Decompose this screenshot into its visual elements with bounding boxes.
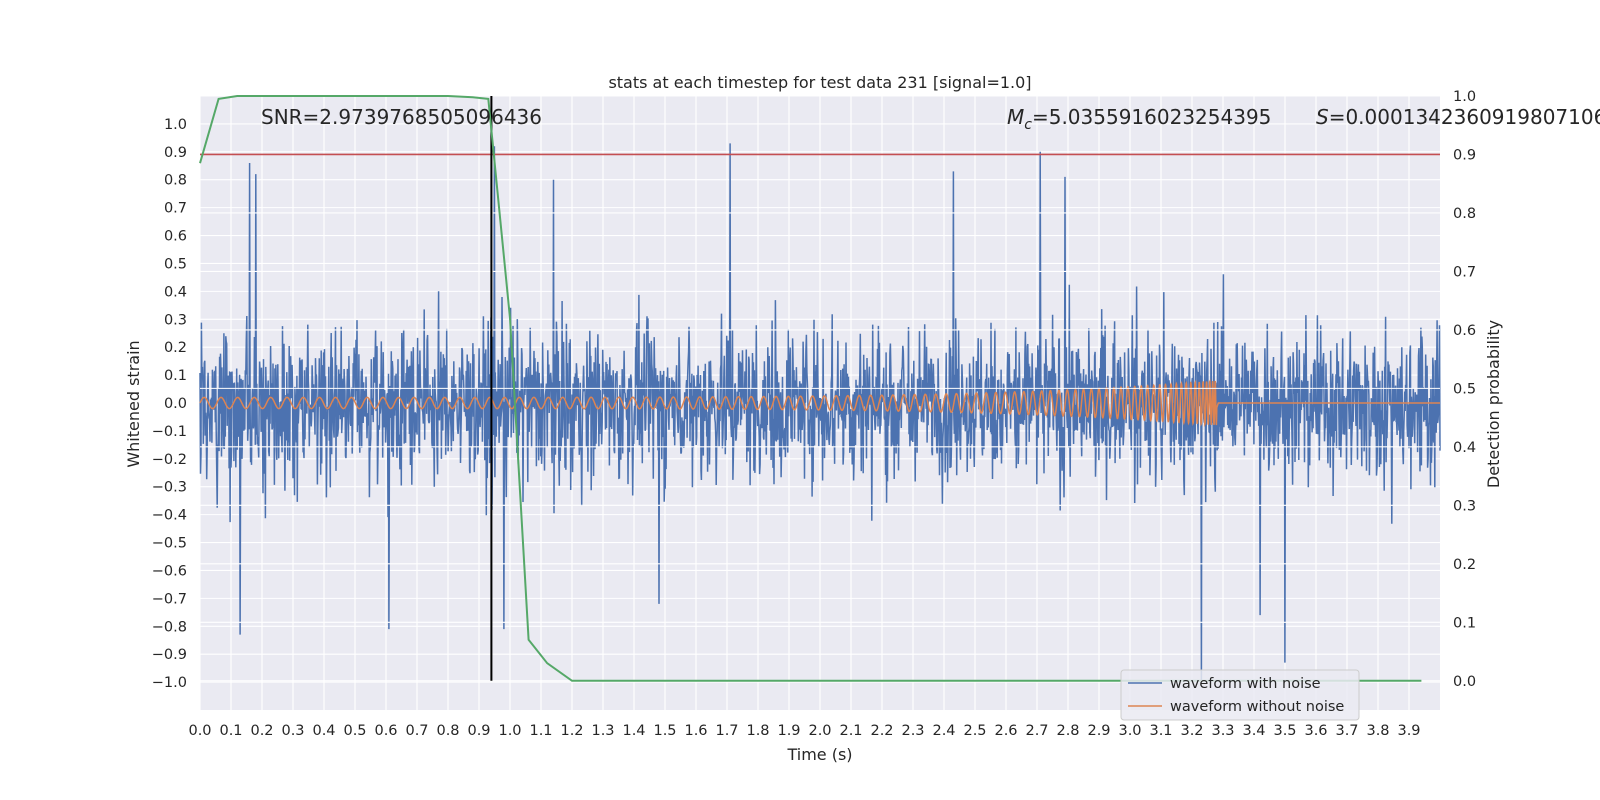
x-tick-label: 0.8 (436, 723, 459, 739)
y-tick-label: −0.4 (152, 508, 187, 524)
s-value: =0.00013423609198071063 (1329, 105, 1600, 129)
right-y-tick-label: 1.0 (1453, 89, 1476, 105)
y-tick-label: −0.5 (152, 536, 187, 552)
x-tick-label: 3.8 (1366, 723, 1389, 739)
x-tick-label: 2.8 (1056, 723, 1079, 739)
s-annotation: S=0.00013423609198071063 (1316, 105, 1600, 129)
x-tick-label: 0.3 (281, 723, 304, 739)
legend-label-noise: waveform with noise (1170, 676, 1321, 692)
y-tick-label: 0.4 (164, 284, 187, 300)
right-y-tick-labels: 1.0 0.9 0.8 0.7 0.6 0.5 0.4 0.3 0.2 0.1 0.0 (1453, 89, 1476, 690)
x-tick-label: 1.7 (715, 723, 738, 739)
clean-waveform-line (199, 378, 1440, 427)
y-tick-label: 0.7 (164, 201, 187, 217)
y-tick-label: 0.2 (164, 340, 187, 356)
x-tick-label: 1.6 (684, 723, 707, 739)
x-tick-label: 0.2 (250, 723, 273, 739)
x-tick-label: 3.5 (1273, 723, 1296, 739)
y-tick-labels: 1.0 0.9 0.8 0.7 0.6 0.5 0.4 0.3 0.2 0.1 0.0 −0.1 −0.… (152, 117, 187, 691)
x-tick-label: 3.3 (1211, 723, 1234, 739)
x-tick-label: 2.5 (963, 723, 986, 739)
x-tick-label: 2.2 (870, 723, 893, 739)
x-tick-label: 3.1 (1149, 723, 1172, 739)
x-tick-label: 1.3 (591, 723, 614, 739)
detection-probability-line (199, 95, 1422, 682)
clean-waveform-series (199, 378, 1440, 427)
y-tick-label: −1.0 (152, 675, 187, 691)
right-y-tick-label: 0.2 (1453, 557, 1476, 573)
x-tick-label: 2.7 (1025, 723, 1048, 739)
x-tick-label: 0.6 (374, 723, 397, 739)
chirp-mass-symbol: M (1007, 105, 1024, 129)
x-tick-label: 0.1 (219, 723, 242, 739)
x-tick-label: 3.6 (1304, 723, 1327, 739)
chirp-mass-annotation: Mc=5.0355916023254395 (1007, 105, 1271, 133)
y-tick-label: −0.8 (152, 619, 187, 635)
chart-title: stats at each timestep for test data 231… (608, 73, 1031, 92)
x-tick-label: 0.9 (467, 723, 490, 739)
right-y-tick-label: 0.8 (1453, 206, 1476, 222)
y-axis-label: Whitened strain (124, 340, 143, 467)
x-tick-label: 0.7 (405, 723, 428, 739)
x-tick-label: 3.9 (1397, 723, 1420, 739)
right-y-tick-label: 0.3 (1453, 498, 1476, 514)
y-tick-label: 0.1 (164, 368, 187, 384)
x-tick-label: 1.2 (560, 723, 583, 739)
x-tick-label: 2.6 (994, 723, 1017, 739)
right-y-tick-label: 0.6 (1453, 323, 1476, 339)
legend-box (1120, 669, 1360, 721)
right-y-tick-label: 0.1 (1453, 615, 1476, 631)
x-tick-label: 1.4 (622, 723, 645, 739)
x-tick-label: 0.4 (312, 723, 335, 739)
x-tick-label: 0.5 (343, 723, 366, 739)
probability-overlay (199, 95, 1440, 682)
y-tick-label: −0.7 (152, 591, 187, 607)
x-tick-label: 1.1 (529, 723, 552, 739)
right-y-tick-label: 0.7 (1453, 264, 1476, 280)
x-tick-label: 2.3 (901, 723, 924, 739)
y-tick-label: −0.9 (152, 647, 187, 663)
right-y-tick-label: 0.0 (1453, 674, 1476, 690)
x-tick-label: 1.9 (777, 723, 800, 739)
y-tick-label: 0.8 (164, 173, 187, 189)
s-symbol: S (1316, 105, 1329, 129)
y-tick-label: 0.3 (164, 312, 187, 328)
x-tick-label: 2.9 (1087, 723, 1110, 739)
y-tick-label: 0.5 (164, 256, 187, 272)
right-y-tick-label: 0.4 (1453, 440, 1476, 456)
x-tick-label: 2.0 (808, 723, 831, 739)
x-tick-label: 3.0 (1118, 723, 1141, 739)
x-tick-label: 3.7 (1335, 723, 1358, 739)
y-tick-label: 0.0 (164, 396, 187, 412)
y-tick-label: −0.3 (152, 480, 187, 496)
chirp-mass-value: =5.0355916023254395 (1032, 105, 1271, 129)
x-tick-label: 1.8 (746, 723, 769, 739)
x-tick-label: 0.0 (188, 723, 211, 739)
y-tick-label: −0.6 (152, 563, 187, 579)
right-y-tick-label: 0.9 (1453, 147, 1476, 163)
snr-annotation: SNR=2.9739768505096436 (261, 105, 542, 129)
legend-label-clean: waveform without noise (1170, 699, 1344, 715)
x-tick-label: 3.2 (1180, 723, 1203, 739)
y-tick-label: 1.0 (164, 117, 187, 133)
y-tick-label: −0.2 (152, 452, 187, 468)
x-tick-label: 3.4 (1242, 723, 1265, 739)
y-tick-label: 0.9 (164, 145, 187, 161)
x-tick-labels: 0.0 0.1 0.2 0.3 0.4 0.5 0.6 0.7 0.8 0.9 1.0 1.1 1.2 1… (188, 723, 1420, 739)
x-axis-label: Time (s) (786, 745, 852, 764)
x-tick-label: 1.0 (498, 723, 521, 739)
y-tick-label: −0.1 (152, 424, 187, 440)
x-tick-label: 2.4 (932, 723, 955, 739)
legend: waveform with noise waveform without noi… (1120, 669, 1360, 721)
x-tick-label: 1.5 (653, 723, 676, 739)
right-y-axis-label: Detection probability (1484, 320, 1503, 488)
chirp-mass-subscript: c (1024, 117, 1032, 133)
x-tick-label: 2.1 (839, 723, 862, 739)
y-tick-label: 0.6 (164, 229, 187, 245)
right-y-tick-label: 0.5 (1453, 381, 1476, 397)
